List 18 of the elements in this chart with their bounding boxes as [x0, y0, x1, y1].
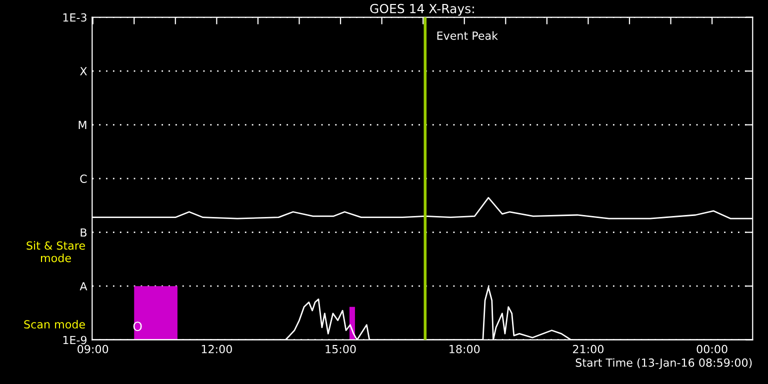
ref-line-label: Event Peak	[437, 31, 498, 40]
y-tick-label: M	[78, 120, 86, 130]
y-tick-label: C	[80, 174, 87, 183]
y-tick-label: B	[80, 228, 87, 237]
text: Scan mode	[24, 320, 85, 329]
x-axis-title: Start Time (13-Jan-16 08:59:00)	[576, 358, 752, 369]
y-tick-label: X	[80, 67, 87, 76]
x-tick-label: 18:00	[450, 344, 480, 354]
y-tick-label: A	[80, 282, 88, 290]
chart-title: GOES 14 X-Rays:	[370, 4, 474, 16]
x-tick-label: 21:00	[573, 344, 604, 354]
x-tick-label: 09:00	[78, 344, 108, 354]
x-tick-label: 00:00	[696, 344, 728, 354]
y-tick-label: 1E-3	[63, 13, 86, 22]
text: Sit & Stare mode	[26, 241, 85, 262]
x-tick-label: 15:00	[326, 344, 356, 354]
y-tick-label: 1E-9	[63, 336, 87, 344]
x-tick-label: 12:00	[202, 344, 232, 354]
